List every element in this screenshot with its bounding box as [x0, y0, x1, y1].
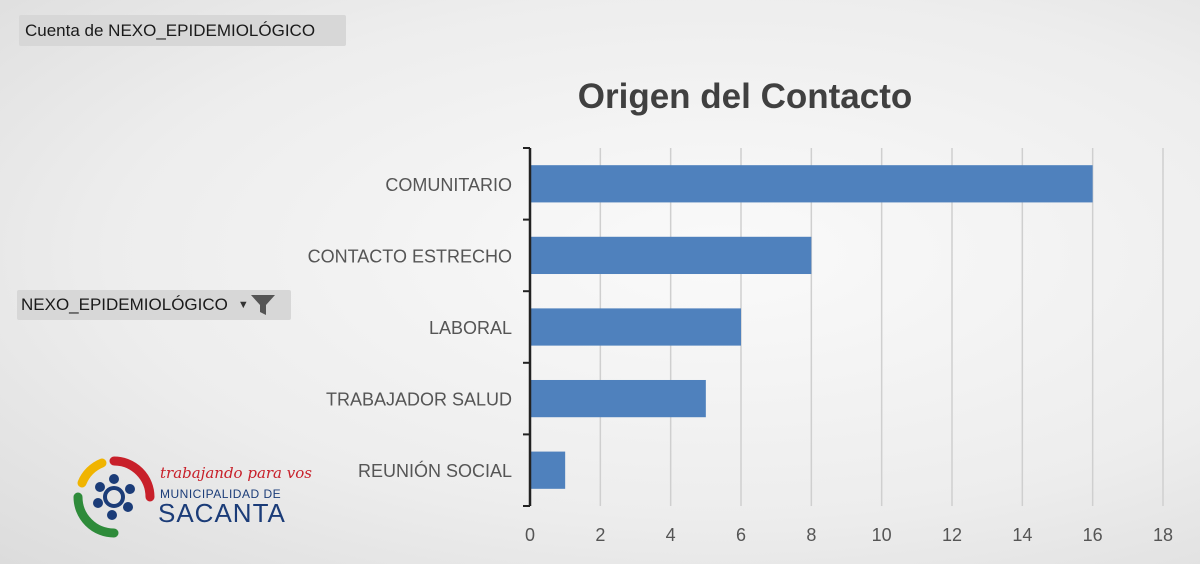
category-label: CONTACTO ESTRECHO	[308, 246, 512, 266]
x-tick-label: 10	[872, 525, 892, 545]
category-label: LABORAL	[429, 318, 512, 338]
x-tick-label: 4	[666, 525, 676, 545]
municipality-logo: trabajando para vos MUNICIPALIDAD DE SAC…	[72, 452, 312, 542]
logo-org-name: SACANTA	[158, 498, 286, 528]
pivot-value-field-button[interactable]: Cuenta de NEXO_EPIDEMIOLÓGICO	[19, 15, 346, 46]
logo-emblem-icon	[73, 456, 155, 538]
x-tick-label: 8	[806, 525, 816, 545]
bar	[530, 165, 1093, 203]
x-tick-label: 6	[736, 525, 746, 545]
bar	[530, 451, 566, 489]
filter-icon[interactable]	[250, 293, 276, 317]
chart-title: Origen del Contacto	[578, 77, 912, 116]
bar-series	[530, 165, 1093, 489]
value-field-label: Cuenta de NEXO_EPIDEMIOLÓGICO	[25, 20, 316, 40]
gridlines	[599, 148, 1164, 506]
logo-org-prefix: MUNICIPALIDAD DE	[160, 487, 282, 501]
x-tick-label: 2	[595, 525, 605, 545]
category-axis: COMUNITARIO CONTACTO ESTRECHO LABORAL TRABA…	[308, 147, 532, 507]
x-tick-label: 0	[525, 525, 535, 545]
row-field-label: NEXO_EPIDEMIOLÓGICO	[21, 295, 228, 314]
x-tick-label: 16	[1083, 525, 1103, 545]
category-label: TRABAJADOR SALUD	[326, 390, 512, 410]
bar	[530, 308, 741, 346]
x-tick-label: 14	[1012, 525, 1032, 545]
bar	[530, 379, 706, 418]
category-label: REUNIÓN SOCIAL	[358, 460, 512, 481]
x-tick-label: 18	[1153, 525, 1173, 545]
pivot-row-field-button[interactable]: NEXO_EPIDEMIOLÓGICO ▼	[17, 290, 291, 320]
logo-tagline: trabajando para vos	[160, 464, 312, 482]
bar	[530, 236, 812, 275]
dropdown-arrow-icon[interactable]: ▼	[237, 299, 249, 311]
value-axis: 0 2 4 6 8 10 12 14 16 18	[525, 525, 1173, 545]
category-label: COMUNITARIO	[385, 175, 512, 195]
x-tick-label: 12	[942, 525, 962, 545]
